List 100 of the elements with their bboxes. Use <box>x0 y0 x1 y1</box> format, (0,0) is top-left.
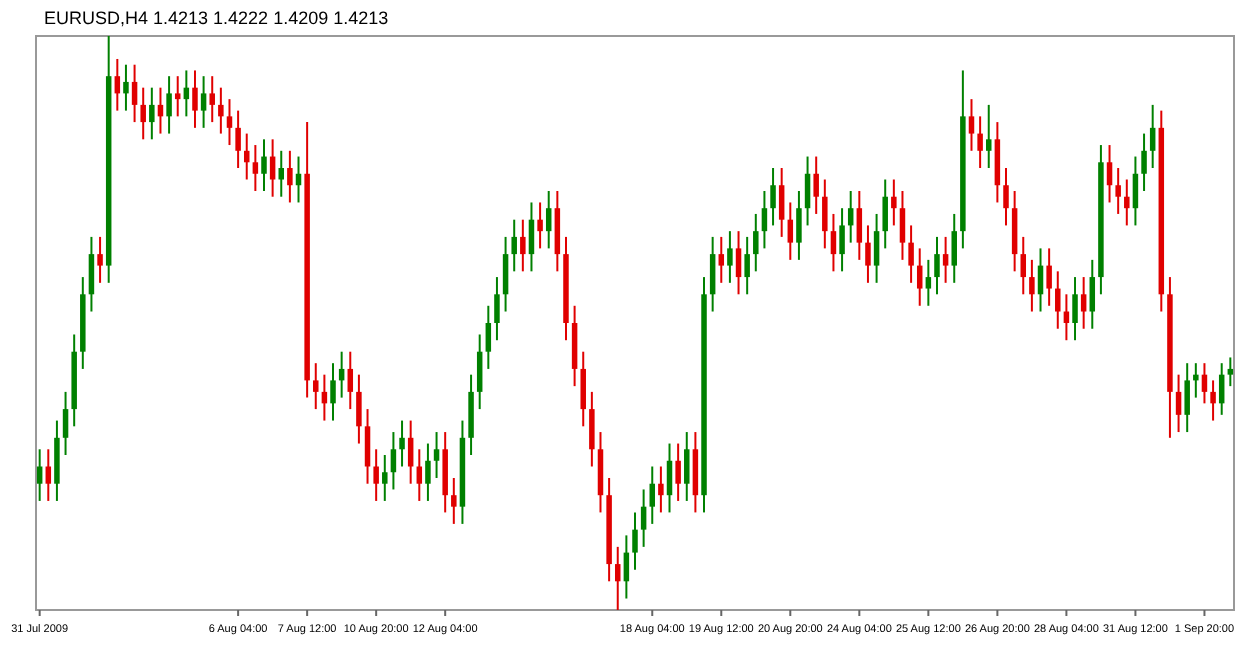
candlestick <box>1089 258 1096 330</box>
candlestick <box>97 235 103 284</box>
candlestick <box>925 258 932 307</box>
candlestick <box>192 69 198 129</box>
candlestick <box>1003 167 1009 227</box>
candlestick <box>1011 189 1018 273</box>
candlestick <box>502 235 509 313</box>
candlestick <box>330 362 336 422</box>
candlestick <box>442 431 448 514</box>
candlestick <box>934 235 940 296</box>
candlestick <box>977 115 983 170</box>
candlestick <box>942 235 949 284</box>
candlestick <box>468 373 474 457</box>
candlestick <box>796 189 802 261</box>
candlestick <box>476 333 483 411</box>
candlestick <box>511 218 517 273</box>
candlestick <box>149 86 155 141</box>
candlestick <box>735 230 742 296</box>
candlestick <box>753 212 759 273</box>
candlestick <box>692 431 699 514</box>
candlestick <box>873 212 880 284</box>
candlestick <box>399 419 405 468</box>
candlestick <box>856 189 863 261</box>
candlestick <box>545 189 552 250</box>
candlestick <box>1115 167 1121 215</box>
candlestick <box>131 63 138 124</box>
candlestick <box>1210 379 1216 422</box>
candlestick <box>425 442 431 502</box>
candlestick <box>1029 258 1035 313</box>
candlestick <box>390 431 397 491</box>
candlestick <box>261 138 267 192</box>
candlestick <box>123 63 129 112</box>
candlestick <box>580 350 586 428</box>
candlestick <box>88 235 95 313</box>
candlestick <box>882 178 888 250</box>
candlestick <box>166 75 172 135</box>
candlestick <box>727 230 733 284</box>
chart-title: EURUSD,H4 1.4213 1.4222 1.4209 1.4213 <box>44 8 389 28</box>
candlestick <box>1106 144 1113 204</box>
candlestick <box>589 390 595 468</box>
candlestick <box>1080 276 1087 330</box>
candlestick <box>62 390 69 457</box>
candlestick <box>675 442 681 502</box>
candlestick <box>1020 235 1027 296</box>
candlestick <box>744 235 750 296</box>
candlestick <box>278 149 284 198</box>
candlestick <box>951 212 957 284</box>
candlestick <box>485 304 492 370</box>
candlestick <box>899 189 906 261</box>
candlestick <box>770 167 776 227</box>
candlestick <box>684 431 690 502</box>
candlestick <box>994 121 1001 204</box>
candlestick <box>140 86 146 141</box>
candlestick <box>761 189 768 250</box>
candlestick <box>597 431 604 514</box>
candlestick <box>632 511 638 571</box>
candlestick <box>407 419 414 485</box>
candlestick <box>640 488 647 548</box>
candlestick <box>968 98 975 152</box>
candlestick <box>658 465 664 514</box>
candlestick <box>252 144 259 192</box>
candlestick <box>347 350 354 411</box>
candlestick <box>537 201 543 250</box>
candlestick <box>1141 132 1147 192</box>
candlestick <box>494 276 500 342</box>
candlestick <box>778 167 785 238</box>
candlestick <box>709 235 716 313</box>
candlestick <box>649 465 656 525</box>
candlestick <box>830 212 837 273</box>
candlestick <box>1072 276 1078 342</box>
candlestick <box>200 75 207 129</box>
candlestick <box>813 155 819 215</box>
candlestick <box>528 201 535 273</box>
candlestick <box>313 362 319 411</box>
candlestick <box>865 224 871 284</box>
candlestick <box>451 476 457 525</box>
candlestick <box>382 454 388 502</box>
candlestick <box>226 98 233 147</box>
candlestick <box>1175 373 1182 434</box>
candlestick <box>1193 362 1199 399</box>
candlestick <box>666 442 673 514</box>
candlestick <box>891 178 897 227</box>
candlestick <box>804 155 811 227</box>
candlestick <box>1227 356 1234 388</box>
candlestick <box>54 419 60 502</box>
candlestick <box>986 103 992 170</box>
candlestick <box>218 86 224 135</box>
candlestick <box>269 138 276 198</box>
candlestick <box>1046 247 1052 307</box>
candlestick <box>287 149 293 204</box>
candlestick <box>554 189 561 273</box>
candlestick <box>787 201 794 261</box>
candlestick <box>235 109 241 170</box>
candlestick <box>174 75 181 118</box>
candlestick <box>364 408 371 485</box>
candlestick <box>1124 178 1130 227</box>
candlestick <box>916 247 923 307</box>
candlestick <box>839 207 845 273</box>
candlestick <box>908 224 914 284</box>
candlestick <box>1132 155 1139 227</box>
